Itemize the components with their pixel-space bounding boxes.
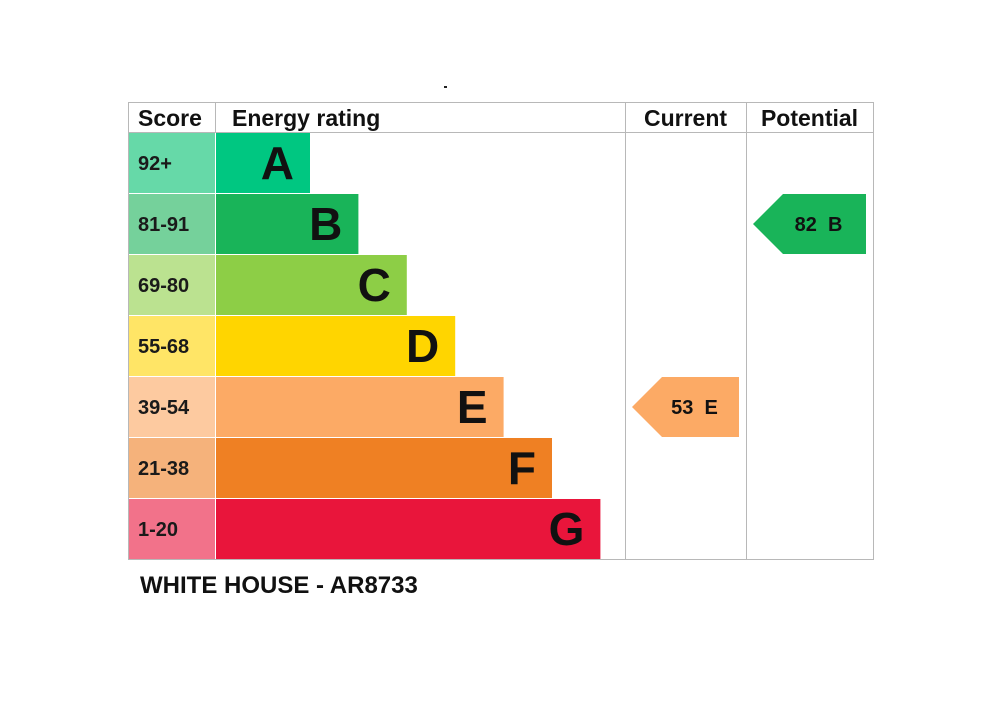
chart-grid	[128, 102, 874, 560]
score-label-b: 81-91	[138, 214, 189, 236]
band-bar-a	[216, 133, 310, 193]
header-row: Score Energy rating Current Potential	[138, 105, 858, 131]
header-potential: Potential	[761, 105, 858, 131]
header-energy-rating: Energy rating	[232, 105, 380, 131]
current-rating-label: 53 E	[671, 397, 718, 419]
band-bar-d	[216, 316, 456, 376]
score-cell-a	[129, 133, 215, 193]
band-bar-c	[216, 255, 407, 315]
score-label-g: 1-20	[138, 519, 178, 541]
score-cell-g	[129, 499, 215, 559]
potential-rating-label: 82 B	[795, 214, 843, 236]
score-cell-b	[129, 194, 215, 254]
rating-bands: 92+ A 81-91 B 69-80 C 55-68 D 39-54 E 21-38 F 1-20 G	[129, 133, 601, 559]
header-score: Score	[138, 105, 202, 131]
potential-rating-arrow	[753, 194, 866, 254]
score-cell-c	[129, 255, 215, 315]
score-label-c: 69-80	[138, 275, 189, 297]
score-label-f: 21-38	[138, 458, 189, 480]
score-cell-d	[129, 316, 215, 376]
band-letter-f: F	[508, 442, 536, 494]
current-rating-arrow	[632, 377, 739, 437]
score-cell-f	[129, 438, 215, 498]
chart-frame	[128, 102, 874, 560]
band-letter-g: G	[549, 503, 585, 555]
band-bar-b	[216, 194, 359, 254]
score-label-a: 92+	[138, 153, 172, 175]
score-label-d: 55-68	[138, 336, 189, 358]
band-letter-b: B	[309, 198, 342, 250]
band-letter-c: C	[358, 259, 391, 311]
score-cell-e	[129, 377, 215, 437]
property-caption: WHITE HOUSE - AR8733	[140, 572, 418, 599]
band-letter-d: D	[406, 320, 439, 372]
band-letter-e: E	[457, 381, 488, 433]
band-bar-g	[216, 499, 601, 559]
header-current: Current	[644, 105, 727, 131]
stray-mark	[444, 86, 447, 88]
band-bar-e	[216, 377, 504, 437]
band-letter-a: A	[261, 137, 294, 189]
rating-indicators: 53 E 82 B	[632, 194, 866, 437]
band-bar-f	[216, 438, 552, 498]
score-label-e: 39-54	[138, 397, 190, 419]
